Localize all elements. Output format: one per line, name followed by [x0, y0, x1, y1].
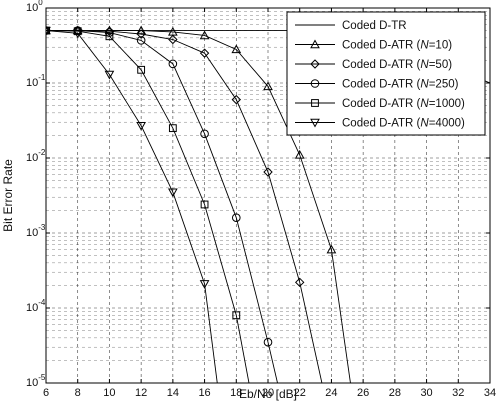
legend-item: Coded D-ATR (N=50): [295, 59, 452, 71]
marker-triangle-down: [136, 121, 146, 131]
marker-triangle-up: [294, 149, 305, 159]
marker-square: [232, 311, 241, 320]
x-axis-label: Eb/No [dB]: [239, 387, 297, 401]
marker-square: [200, 200, 209, 209]
legend-item: Coded D-ATR (N=1000): [295, 98, 465, 110]
y-tick-label: 10-5: [26, 373, 46, 389]
marker-triangle-down: [104, 70, 115, 80]
y-ticks: 100 10-1 10-2 10-3 10-4 10-5: [26, 0, 490, 389]
marker-triangle-down: [310, 118, 320, 128]
x-tick-label: 20: [262, 387, 274, 399]
series-line: [46, 30, 323, 383]
marker-diamond: [231, 94, 241, 105]
marker-triangle-up: [326, 244, 337, 254]
marker-square: [311, 99, 319, 107]
x-tick-label: 18: [230, 387, 242, 399]
legend-item: Coded D-ATR (N=4000): [295, 118, 465, 130]
marker-circle: [168, 59, 178, 69]
marker-circle: [200, 129, 209, 139]
marker-triangle-down: [46, 26, 51, 36]
series-line: [46, 30, 278, 383]
x-tick-label: 26: [357, 387, 369, 399]
x-tick-label: 30: [420, 387, 432, 399]
marker-diamond: [199, 48, 210, 58]
marker-triangle-down: [168, 188, 178, 198]
marker-triangle-down: [72, 29, 83, 39]
y-tick-label: 10-2: [26, 148, 46, 164]
x-tick-label: 12: [135, 387, 147, 399]
x-tick-label: 8: [75, 387, 81, 399]
x-tick-label: 22: [294, 387, 306, 399]
legend-label: Coded D-ATR (N=50): [342, 59, 452, 71]
marker-triangle-up: [231, 44, 242, 54]
marker-square: [168, 124, 177, 133]
marker-triangle-up: [263, 81, 273, 91]
y-axis-label: Bit Error Rate: [1, 159, 15, 232]
series-5: [46, 26, 250, 383]
legend-label: Coded D-ATR (N=1000): [342, 98, 465, 110]
series-4: [46, 26, 278, 383]
x-ticks: 6 8 10 12 14 16 18 20 22 24 26 28 30 32 34: [43, 8, 496, 399]
marker-square: [137, 65, 146, 74]
series-3: [46, 25, 323, 383]
legend-label: Coded D-TR: [342, 20, 407, 32]
y-tick-label: 100: [26, 0, 43, 14]
legend-item: Coded D-ATR (N=10): [295, 39, 452, 52]
marker-square: [105, 32, 114, 41]
x-tick-label: 24: [325, 387, 337, 399]
series-6: [46, 26, 218, 383]
marker-diamond: [136, 29, 146, 39]
series-line: [46, 30, 250, 383]
legend-item: Coded D-ATR (N=250): [295, 79, 459, 91]
x-tick-label: 32: [452, 387, 464, 399]
x-tick-label: 6: [43, 387, 49, 399]
marker-diamond: [310, 59, 320, 69]
marker-circle: [136, 36, 146, 45]
marker-triangle-up: [199, 30, 210, 40]
marker-diamond: [295, 277, 305, 288]
marker-circle: [231, 213, 241, 222]
y-tick-label: 10-4: [26, 298, 46, 314]
marker-triangle-down: [199, 280, 210, 289]
x-tick-label: 16: [198, 387, 210, 399]
x-tick-label: 34: [484, 387, 496, 399]
marker-circle: [310, 79, 320, 88]
legend-box: [286, 11, 486, 136]
x-tick-label: 14: [167, 387, 179, 399]
y-tick-label: 10-1: [26, 73, 46, 89]
marker-diamond: [168, 34, 178, 45]
legend-label: Coded D-ATR (N=4000): [342, 118, 465, 130]
marker-circle: [263, 337, 273, 347]
marker-triangle-up: [104, 25, 115, 35]
legend: Coded D-TR Coded D-ATR (N=10) Coded D-ATR …: [286, 11, 486, 136]
y-tick-label: 10-3: [26, 223, 46, 239]
marker-diamond: [263, 167, 273, 177]
x-tick-label: 10: [103, 387, 115, 399]
legend-label: Coded D-ATR (N=10): [342, 40, 452, 52]
series-line: [46, 30, 218, 383]
x-tick-label: 28: [389, 387, 401, 399]
legend-label: Coded D-ATR (N=250): [342, 79, 459, 91]
marker-triangle-up: [310, 39, 320, 49]
legend-item: Coded D-TR: [295, 20, 407, 32]
